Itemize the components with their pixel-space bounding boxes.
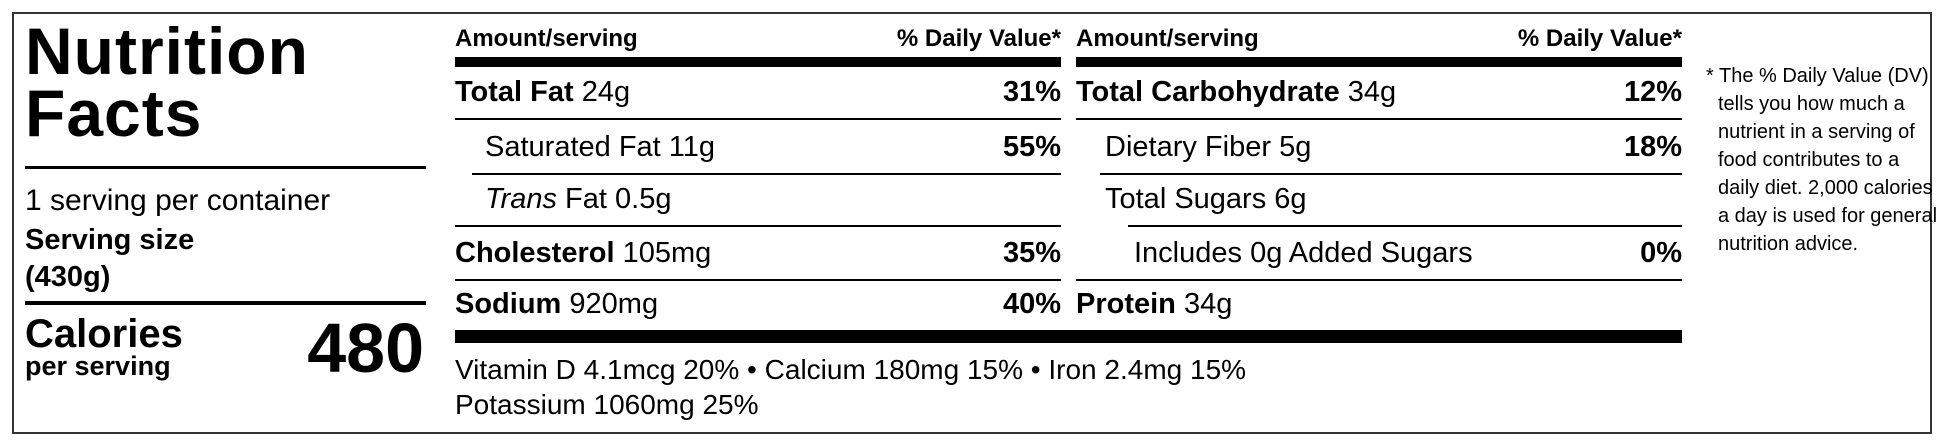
divider: [25, 166, 426, 169]
micronutrient: Calcium 180mg 15%: [764, 354, 1023, 385]
nutrient-amount: 24g: [581, 76, 631, 108]
micronutrient: Vitamin D 4.1mcg 20%: [455, 354, 740, 385]
micronutrient: Iron 2.4mg 15%: [1048, 354, 1247, 385]
header-dv: % Daily Value*: [896, 25, 1061, 52]
nutrient-name-italic: Trans: [485, 183, 557, 215]
nutrient-name: Cholesterol: [455, 237, 615, 269]
divider: [25, 301, 426, 305]
nutrient-name: Protein: [1076, 288, 1176, 320]
label-border: [12, 12, 1932, 434]
row-rule: [1100, 173, 1682, 175]
nutrient-amount: 11g: [668, 131, 716, 163]
serving-size-label: Serving size: [25, 224, 195, 256]
nutrient-amount: 34g: [1183, 288, 1233, 320]
row-rule: [472, 173, 1061, 175]
nutrient-name: Includes 0g Added Sugars: [1134, 237, 1473, 269]
serving-size-value: (430g): [25, 261, 111, 293]
nutrient-name: Total Sugars: [1105, 183, 1267, 215]
nutrient-dv: 18%: [1623, 131, 1682, 163]
row-rule: [455, 118, 1061, 120]
row-rule: [455, 225, 1061, 227]
nutrient-dv: 12%: [1623, 76, 1682, 108]
nutrient-dv: 35%: [1002, 237, 1061, 269]
nutrient-dv: 31%: [1002, 76, 1061, 108]
title: Nutrition Facts: [25, 14, 309, 150]
row-rule: [1076, 118, 1682, 120]
nutrient-amount: 0.5g: [615, 183, 672, 215]
nutrient-name: Dietary Fiber: [1105, 131, 1271, 163]
row-rule: [455, 279, 1061, 281]
servings: 1 serving per container: [25, 184, 331, 217]
nutrient-name: Saturated Fat: [485, 131, 661, 163]
thick-rule: [1076, 57, 1682, 67]
micronutrient: Potassium 1060mg 25%: [455, 389, 759, 420]
thick-rule: [455, 330, 1682, 343]
nutrient-amount: 6g: [1274, 183, 1307, 215]
calories-value: 480: [307, 309, 424, 387]
row-rule: [1128, 225, 1682, 227]
nutrient-dv: 40%: [1002, 288, 1061, 320]
calories-sub: per serving: [25, 351, 171, 381]
calories-label: Calories: [25, 312, 183, 356]
thick-rule: [455, 57, 1061, 67]
header-amount: Amount/serving: [1076, 25, 1259, 52]
nutrient-name: Total Fat: [455, 76, 574, 108]
nutrient-amount: 105mg: [622, 237, 712, 269]
nutrient-dv: 55%: [1002, 131, 1061, 163]
nutrient-amount: 34g: [1347, 76, 1397, 108]
header-amount: Amount/serving: [455, 25, 638, 52]
nutrient-name: Total Carbohydrate: [1076, 76, 1340, 108]
nutrient-amount: 920mg: [569, 288, 659, 320]
nutrient-name: Fat: [565, 183, 607, 215]
row-rule: [1076, 279, 1682, 281]
nutrient-dv: 0%: [1640, 237, 1682, 269]
nutrient-amount: 5g: [1279, 131, 1312, 163]
footnote: * The % Daily Value (DV) tells you how m…: [1706, 65, 1938, 255]
nutrient-name: Sodium: [455, 288, 562, 320]
header-dv: % Daily Value*: [1517, 25, 1682, 52]
